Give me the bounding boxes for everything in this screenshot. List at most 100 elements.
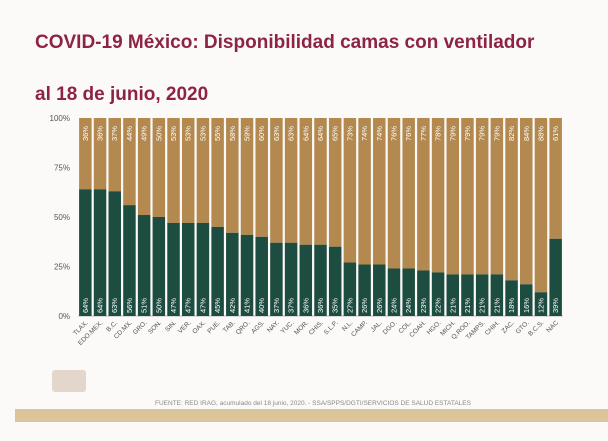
data-label-available: 84% — [522, 126, 531, 141]
bar-occupied — [314, 244, 327, 316]
bar-occupied — [520, 284, 533, 316]
bar-occupied — [461, 274, 474, 316]
data-label-occupied: 18% — [507, 298, 516, 313]
bar-available — [358, 118, 371, 265]
bar-occupied — [505, 280, 518, 316]
bar-available — [255, 118, 268, 237]
data-label-occupied: 47% — [184, 298, 193, 313]
bar-occupied — [196, 222, 210, 316]
bar-available — [181, 118, 195, 223]
bar-available — [108, 118, 121, 192]
bar-available — [211, 118, 224, 227]
data-label-occupied: 47% — [169, 298, 178, 313]
data-label-occupied: 21% — [448, 298, 457, 313]
x-tick-label: CHIH. — [484, 319, 502, 337]
data-label-occupied: 21% — [478, 298, 487, 313]
bar-available — [270, 118, 283, 243]
bar-occupied — [387, 268, 401, 316]
bar-occupied — [417, 270, 430, 316]
data-label-occupied: 37% — [287, 298, 296, 313]
data-label-occupied: 16% — [522, 298, 531, 313]
bar-available — [461, 118, 474, 275]
y-tick-label: 50% — [54, 213, 70, 222]
bar-occupied — [358, 264, 371, 316]
data-label-occupied: 64% — [96, 298, 105, 313]
data-label-occupied: 22% — [434, 298, 443, 313]
footer-source: FUENTE: RED IRAG, acumulado del 18 junio… — [155, 400, 471, 407]
data-label-available: 74% — [375, 126, 384, 141]
data-label-available: 65% — [331, 126, 340, 141]
data-label-available: 58% — [228, 126, 237, 141]
bar-occupied — [79, 189, 92, 316]
data-label-available: 53% — [184, 126, 193, 141]
footer-band — [15, 409, 608, 422]
data-label-available: 78% — [434, 126, 443, 141]
data-label-occupied: 51% — [140, 298, 149, 313]
bar-available — [240, 118, 254, 235]
data-label-available: 79% — [448, 126, 457, 141]
x-tick-label: MOR. — [293, 319, 310, 336]
data-label-occupied: 24% — [404, 298, 413, 313]
y-tick-label: 0% — [58, 312, 70, 321]
bar-occupied — [211, 226, 224, 316]
data-label-occupied: 27% — [345, 298, 354, 313]
bar-occupied — [490, 274, 504, 316]
data-label-occupied: 35% — [331, 298, 340, 313]
y-tick-label: 100% — [50, 114, 70, 123]
data-label-occupied: 36% — [316, 298, 325, 313]
bar-available — [373, 118, 386, 265]
data-label-available: 77% — [419, 126, 428, 141]
data-label-available: 44% — [125, 126, 134, 141]
bar-available — [226, 118, 239, 233]
bar-available — [417, 118, 430, 271]
bar-available — [446, 118, 460, 275]
bar-occupied — [299, 244, 313, 316]
data-label-occupied: 21% — [492, 298, 501, 313]
data-label-available: 37% — [110, 126, 119, 141]
x-tick-label: COAH. — [408, 319, 428, 339]
data-label-occupied: 36% — [301, 298, 310, 313]
data-label-occupied: 64% — [81, 298, 90, 313]
bar-occupied — [446, 274, 460, 316]
bar-available — [534, 118, 548, 293]
data-label-available: 64% — [301, 126, 310, 141]
data-label-occupied: 39% — [551, 298, 560, 313]
bar-available — [123, 118, 136, 206]
data-label-available: 63% — [272, 126, 281, 141]
data-label-occupied: 40% — [257, 298, 266, 313]
data-label-occupied: 45% — [213, 298, 222, 313]
data-label-occupied: 26% — [375, 298, 384, 313]
data-label-available: 53% — [169, 126, 178, 141]
bar-available — [137, 118, 151, 216]
x-tick-label: SON. — [147, 319, 163, 335]
data-label-occupied: 50% — [154, 298, 163, 313]
x-tick-label: NAY. — [266, 319, 281, 334]
data-label-available: 36% — [81, 126, 90, 141]
bar-available — [549, 118, 562, 239]
data-label-available: 59% — [243, 126, 252, 141]
data-label-available: 53% — [198, 126, 207, 141]
bar-occupied — [549, 238, 562, 316]
bar-occupied — [137, 215, 151, 316]
x-tick-label: GRO. — [132, 319, 149, 336]
data-label-available: 63% — [287, 126, 296, 141]
data-label-occupied: 26% — [360, 298, 369, 313]
data-label-occupied: 47% — [198, 298, 207, 313]
data-label-available: 79% — [478, 126, 487, 141]
chart-title-line2: al 18 de junio, 2020 — [35, 84, 209, 105]
bar-available — [431, 118, 445, 273]
bar-available — [328, 118, 342, 247]
bar-occupied — [373, 264, 386, 316]
data-label-occupied: 23% — [419, 298, 428, 313]
data-label-available: 76% — [404, 126, 413, 141]
data-label-available: 76% — [389, 126, 398, 141]
bar-available — [490, 118, 504, 275]
x-tick-label: CAMP. — [350, 319, 369, 338]
bar-occupied — [475, 274, 489, 316]
data-label-available: 55% — [213, 126, 222, 141]
bar-occupied — [284, 242, 298, 316]
x-tick-label: QRO. — [235, 319, 252, 336]
bar-occupied — [431, 272, 445, 316]
bar-occupied — [93, 189, 107, 316]
x-tick-label: ZAC. — [501, 319, 517, 335]
